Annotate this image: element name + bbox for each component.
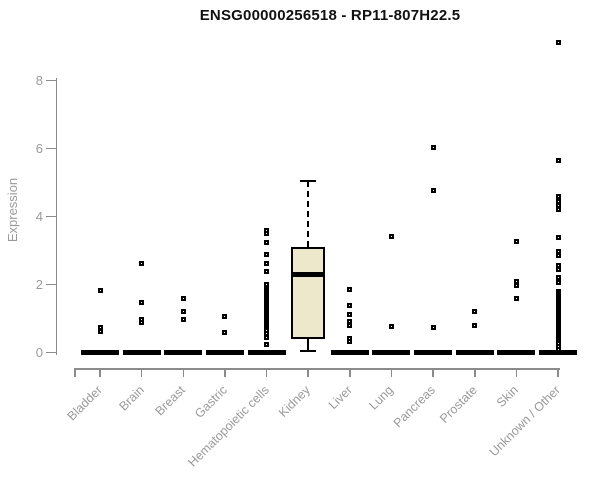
outlier-point — [180, 316, 186, 322]
collapsed-box-at-zero — [372, 349, 411, 356]
upper-whisker — [307, 180, 310, 248]
outlier-point — [180, 309, 186, 315]
x-tick — [140, 368, 143, 377]
outlier-point — [555, 248, 561, 254]
outlier-point — [347, 311, 353, 317]
x-axis-line — [74, 368, 560, 370]
x-tick — [432, 368, 434, 377]
x-tick — [182, 368, 185, 377]
outlier-point — [555, 262, 561, 268]
outlier-point — [222, 314, 228, 320]
collapsed-box-at-zero — [247, 349, 286, 356]
outlier-point — [555, 253, 561, 259]
outlier-point — [97, 328, 103, 334]
outlier-point — [430, 145, 436, 151]
x-tick — [224, 368, 226, 377]
outlier-point — [472, 309, 478, 315]
outlier-point — [264, 260, 270, 266]
x-tick — [390, 368, 393, 377]
x-axis-start-tick — [74, 368, 76, 377]
x-tick — [307, 368, 309, 377]
collapsed-box-at-zero — [330, 349, 369, 356]
median-line — [291, 272, 326, 278]
outlier-point — [264, 230, 270, 236]
outlier-point — [430, 325, 436, 331]
y-tick — [46, 351, 56, 354]
outlier-point — [388, 323, 394, 329]
y-tick — [46, 79, 56, 82]
outlier-point — [555, 158, 561, 164]
outlier-point — [555, 266, 561, 272]
y-tick-label: 0 — [35, 344, 43, 360]
collapsed-box-at-zero — [497, 349, 536, 356]
collapsed-box-at-zero — [414, 349, 453, 356]
y-tick — [46, 147, 56, 150]
lower-whisker-cap — [300, 349, 317, 352]
outlier-point — [513, 296, 519, 302]
outlier-point — [347, 286, 353, 292]
y-tick — [46, 215, 56, 218]
outlier-point — [555, 39, 561, 45]
outlier-point — [264, 268, 270, 274]
outlier-point — [347, 339, 353, 345]
y-tick-label: 6 — [35, 141, 43, 157]
outlier-point — [555, 193, 561, 199]
outlier-point — [555, 235, 561, 241]
lower-whisker — [307, 338, 310, 351]
outlier-point — [264, 252, 270, 258]
outlier-point — [180, 295, 186, 301]
collapsed-box-at-zero — [81, 349, 119, 356]
y-axis-line — [55, 78, 57, 355]
outlier-point — [388, 234, 394, 240]
y-tick-label: 4 — [35, 209, 43, 224]
outlier-point — [513, 239, 519, 245]
outlier-point — [430, 187, 436, 193]
upper-whisker-cap — [300, 179, 317, 182]
outlier-point — [264, 282, 270, 288]
outlier-point — [139, 299, 145, 305]
outlier-point — [555, 198, 561, 204]
x-tick — [515, 368, 518, 377]
outlier-point — [264, 342, 270, 348]
x-tick — [349, 368, 351, 377]
outlier-point — [555, 207, 561, 213]
chart-title: ENSG00000256518 - RP11-807H22.5 — [199, 7, 461, 24]
collapsed-box-at-zero — [205, 349, 244, 356]
collapsed-box-at-zero — [164, 349, 203, 356]
outlier-point — [472, 322, 478, 328]
x-tick — [265, 368, 268, 377]
outlier-point — [264, 330, 270, 336]
outlier-point — [97, 288, 103, 293]
y-tick — [46, 283, 56, 286]
outlier-point — [513, 282, 519, 288]
outlier-point — [139, 261, 145, 267]
collapsed-box-at-zero — [455, 349, 494, 356]
x-tick — [557, 368, 559, 377]
x-tick — [474, 368, 476, 377]
outlier-point — [139, 319, 145, 325]
x-tick — [99, 368, 101, 377]
outlier-point — [222, 330, 228, 336]
outlier-point — [347, 303, 353, 309]
outlier-point — [555, 280, 561, 286]
outlier-point — [347, 322, 353, 328]
y-tick-label: 2 — [35, 276, 43, 292]
box-iqr — [291, 247, 326, 339]
outlier-point — [555, 347, 561, 353]
outlier-point — [555, 203, 561, 209]
collapsed-box-at-zero — [122, 349, 161, 356]
outlier-point — [264, 240, 270, 246]
y-tick-label: 8 — [35, 73, 43, 89]
outlier-point — [264, 334, 270, 340]
